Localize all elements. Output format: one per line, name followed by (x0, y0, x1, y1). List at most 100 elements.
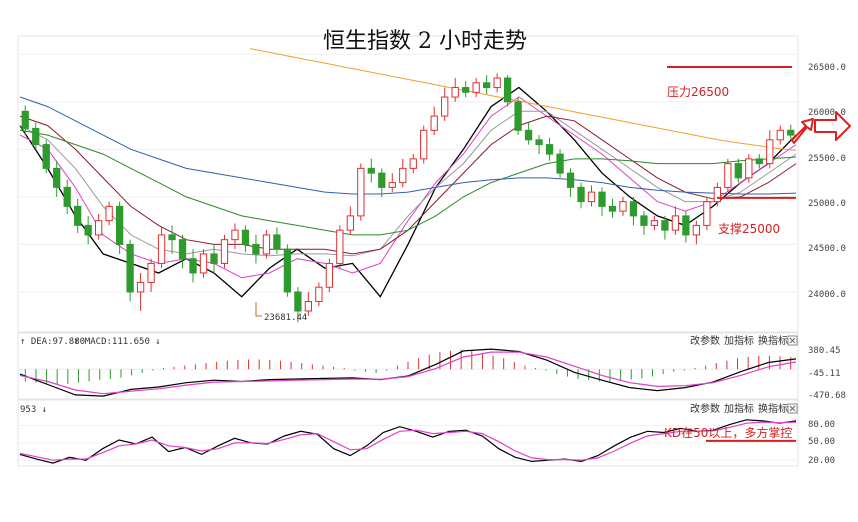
macd-layer (19, 348, 797, 397)
macd-y-tick: -45.11 (808, 369, 841, 379)
low-price-label: 23681.44 (264, 313, 307, 323)
candle-body (650, 220, 659, 226)
macd-y-tick: 380.45 (808, 346, 841, 356)
kd-layer (19, 419, 797, 464)
candle-body (587, 191, 596, 203)
candle-body (189, 258, 197, 274)
candle-body (304, 300, 313, 312)
candle-body (703, 201, 711, 226)
macd-dea-line (19, 351, 797, 395)
candle-body (241, 229, 250, 245)
candle-body (472, 82, 480, 93)
candle-body (399, 167, 407, 184)
candle-body (503, 77, 512, 103)
candle-body (462, 87, 470, 93)
candle-body (671, 215, 680, 231)
ma-line-5 (19, 96, 797, 195)
candle-body (629, 201, 638, 217)
main-y-tick: 25000.0 (808, 199, 846, 209)
candle-body (441, 96, 449, 117)
main-annotations (255, 66, 796, 317)
forecast-arrow-icon (814, 111, 851, 141)
kd-edit-params-button[interactable]: 改参数 (690, 402, 720, 415)
candle-body (661, 220, 669, 231)
candle-body (168, 234, 176, 241)
macd-value-label: ↑ MACD:111.650 ↓ (74, 337, 161, 347)
macd-switch-indicator-button[interactable]: 换指标 (758, 334, 788, 347)
chart-title: 恒生指数 2 小时走势 (323, 29, 527, 54)
candle-body (95, 220, 103, 236)
candle-body (566, 172, 575, 188)
candle-body (147, 262, 155, 283)
candle-body (42, 144, 50, 169)
kd-value-label: 953 ↓ (20, 405, 47, 415)
candle-body (713, 186, 721, 203)
candle-body (105, 205, 113, 222)
main-y-tick: 26000.0 (808, 108, 846, 118)
candle-body (32, 127, 40, 146)
candle-body (336, 229, 344, 264)
main-y-tick: 26500.0 (808, 63, 846, 73)
candle-body (619, 201, 627, 212)
kd-k-line (19, 419, 797, 464)
candle-body (766, 139, 774, 165)
candle-body (210, 253, 218, 264)
candle-body (63, 186, 71, 207)
kd-y-tick: 50.00 (808, 437, 835, 447)
ma-line-6 (249, 48, 797, 151)
candle-body (367, 167, 375, 174)
candle-body (734, 163, 742, 179)
candle-body (787, 129, 795, 136)
main-y-tick: 24000.0 (808, 290, 846, 300)
candle-body (493, 77, 501, 89)
macd-dea-label: ↑ DEA:97.880 (20, 337, 85, 347)
candle-body (231, 229, 239, 241)
main-y-tick: 24500.0 (808, 244, 846, 254)
candlesticks (21, 73, 795, 323)
candle-body (598, 191, 606, 207)
candle-body (357, 167, 365, 217)
kd-grid (18, 425, 798, 461)
candle-body (378, 172, 386, 188)
candle-body (724, 163, 732, 188)
candle-body (682, 215, 690, 236)
candle-body (115, 205, 124, 245)
kd-close-icon[interactable] (787, 403, 798, 414)
candle-body (388, 182, 396, 188)
candle-body (346, 215, 354, 231)
candle-body (776, 129, 784, 141)
kd-y-tick: 80.00 (808, 420, 835, 430)
kd-switch-indicator-button[interactable]: 换指标 (758, 402, 788, 415)
candle-body (220, 239, 229, 264)
macd-add-indicator-button[interactable]: 加指标 (724, 334, 754, 347)
candle-body (535, 139, 543, 146)
candle-body (315, 286, 323, 302)
candle-body (157, 234, 166, 264)
candle-body (21, 110, 29, 129)
candle-body (84, 224, 92, 236)
candle-body (545, 144, 554, 155)
candle-body (451, 87, 459, 98)
macd-edit-params-button[interactable]: 改参数 (690, 334, 720, 347)
candle-body (608, 205, 617, 212)
candle-body (283, 248, 292, 293)
candle-body (514, 101, 522, 131)
ma-line-4 (19, 129, 797, 236)
candle-body (556, 153, 564, 174)
candle-body (640, 215, 648, 226)
candle-body (178, 239, 187, 260)
ma-line-1 (19, 96, 797, 279)
candle-body (262, 234, 271, 255)
macd-close-icon[interactable] (787, 335, 798, 346)
kd-d-line (19, 421, 797, 461)
support-label: 支撑25000 (718, 221, 780, 236)
candle-body (745, 158, 753, 179)
main-plot-frame (17, 35, 799, 333)
resistance-label: 压力26500 (667, 85, 729, 99)
kd-add-indicator-button[interactable]: 加指标 (724, 402, 754, 415)
low-price-marker (255, 302, 262, 317)
candle-body (136, 281, 145, 293)
candle-body (325, 262, 333, 288)
trend-arrow-icon (791, 118, 814, 144)
